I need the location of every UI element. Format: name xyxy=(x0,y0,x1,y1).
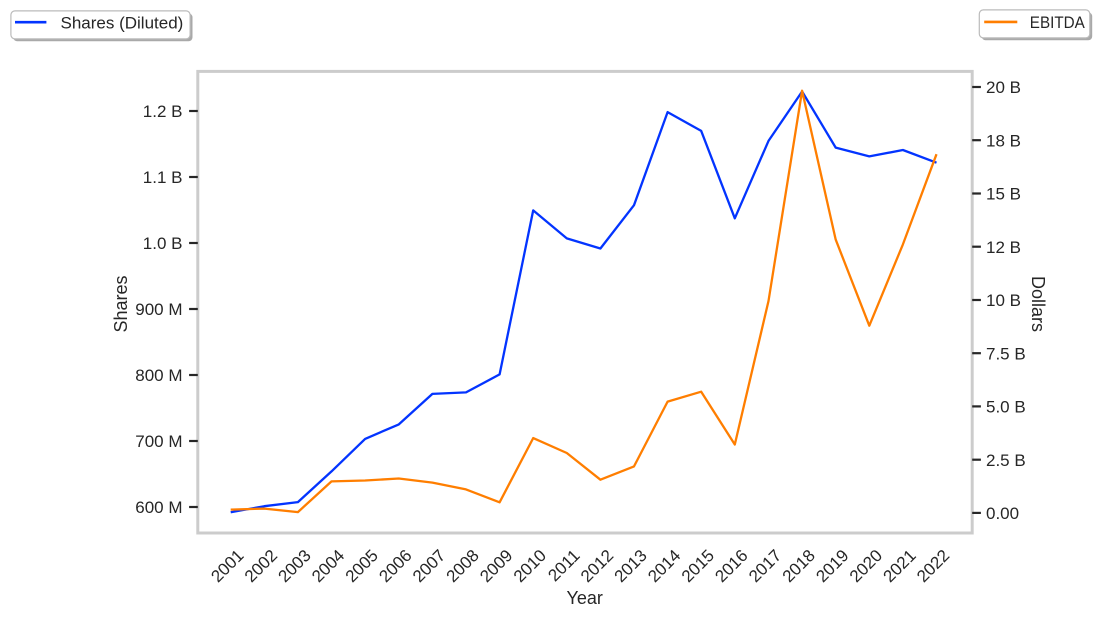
svg-text:2007: 2007 xyxy=(409,546,449,586)
svg-text:2016: 2016 xyxy=(711,546,751,586)
svg-text:2015: 2015 xyxy=(678,546,718,586)
svg-text:15 B: 15 B xyxy=(986,185,1021,204)
svg-text:2014: 2014 xyxy=(644,546,684,586)
svg-text:2018: 2018 xyxy=(779,546,819,586)
svg-text:0.00: 0.00 xyxy=(986,504,1019,523)
svg-text:600 M: 600 M xyxy=(135,498,182,517)
svg-text:12 B: 12 B xyxy=(986,238,1021,257)
svg-text:2002: 2002 xyxy=(241,546,281,586)
svg-text:2017: 2017 xyxy=(745,546,785,586)
svg-text:2012: 2012 xyxy=(577,546,617,586)
svg-text:18 B: 18 B xyxy=(986,131,1021,150)
svg-text:1.1 B: 1.1 B xyxy=(143,168,183,187)
svg-text:2004: 2004 xyxy=(308,546,348,586)
svg-text:2005: 2005 xyxy=(342,546,382,586)
svg-text:1.2 B: 1.2 B xyxy=(143,102,183,121)
svg-text:2.5 B: 2.5 B xyxy=(986,451,1026,470)
svg-text:2022: 2022 xyxy=(913,546,953,586)
svg-text:Shares (Diluted): Shares (Diluted) xyxy=(61,13,184,32)
svg-text:2013: 2013 xyxy=(611,546,651,586)
svg-text:Dollars: Dollars xyxy=(1028,276,1048,332)
svg-text:700 M: 700 M xyxy=(135,432,182,451)
svg-text:900 M: 900 M xyxy=(135,300,182,319)
svg-text:2021: 2021 xyxy=(880,546,920,586)
svg-text:2010: 2010 xyxy=(510,546,550,586)
svg-text:7.5 B: 7.5 B xyxy=(986,344,1026,363)
svg-text:10 B: 10 B xyxy=(986,291,1021,310)
svg-text:5.0 B: 5.0 B xyxy=(986,398,1026,417)
svg-text:2019: 2019 xyxy=(812,546,852,586)
svg-text:EBITDA: EBITDA xyxy=(1030,13,1086,32)
svg-text:2001: 2001 xyxy=(207,546,247,586)
svg-text:2020: 2020 xyxy=(846,546,886,586)
svg-text:2008: 2008 xyxy=(443,546,483,586)
svg-text:2011: 2011 xyxy=(544,546,583,585)
svg-text:800 M: 800 M xyxy=(135,366,182,385)
svg-text:1.0 B: 1.0 B xyxy=(143,234,183,253)
svg-text:20 B: 20 B xyxy=(986,78,1021,97)
svg-text:Year: Year xyxy=(567,588,603,608)
svg-text:Shares: Shares xyxy=(111,275,131,332)
svg-text:2006: 2006 xyxy=(375,546,415,586)
svg-text:2003: 2003 xyxy=(275,546,315,586)
svg-text:2009: 2009 xyxy=(476,546,516,586)
